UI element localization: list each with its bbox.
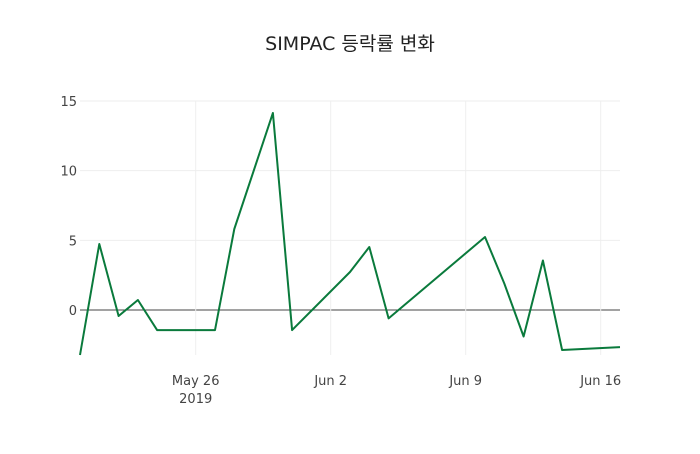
x-tick-label: Jun 9 bbox=[448, 374, 482, 389]
series-line bbox=[79, 112, 621, 356]
y-tick-label: 5 bbox=[69, 234, 77, 249]
y-tick-label: 15 bbox=[60, 95, 77, 110]
chart-title: SIMPAC 등락률 변화 bbox=[265, 33, 435, 55]
y-tick-label: 0 bbox=[69, 304, 77, 319]
x-tick-label: Jun 2 bbox=[313, 374, 347, 389]
y-tick-label: 10 bbox=[60, 165, 77, 180]
x-tick-label: Jun 16 bbox=[579, 374, 621, 389]
x-tick-year-label: 2019 bbox=[179, 392, 212, 407]
x-tick-label: May 26 bbox=[172, 374, 220, 389]
